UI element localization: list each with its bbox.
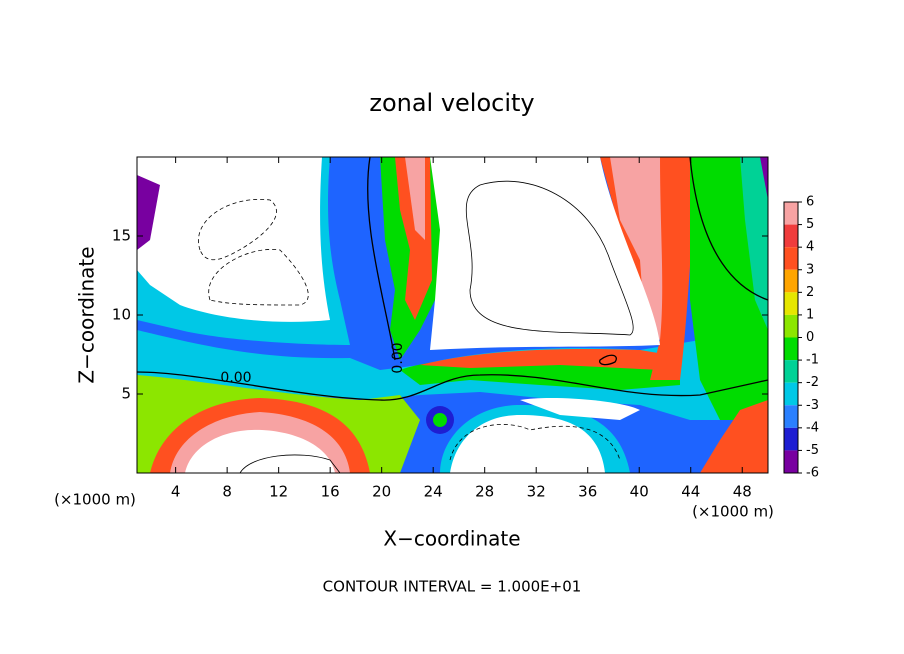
colorbar-tick-label: -1 <box>806 353 819 368</box>
colorbar-tick-label: -2 <box>806 375 819 390</box>
colorbar-band <box>784 247 798 270</box>
colorbar-band <box>784 382 798 406</box>
colorbar-band <box>784 202 798 225</box>
y-axis-label: Z−coordinate <box>75 246 99 383</box>
colorbar-tick-label: 3 <box>806 262 814 277</box>
x-tick-label: 48 <box>733 483 752 501</box>
axis-unit: (×1000 m) <box>54 491 136 509</box>
colorbar-band <box>784 224 798 248</box>
contour-label: 0.00 <box>220 370 251 386</box>
y-tick-label: 5 <box>121 385 131 403</box>
colorbar-band <box>784 314 798 338</box>
colorbar-tick-label: -6 <box>806 466 819 481</box>
y-tick-label: 15 <box>112 227 131 245</box>
colorbar-band <box>784 360 798 383</box>
colorbar-tick-label: 4 <box>806 240 814 255</box>
chart-title: zonal velocity <box>369 89 534 117</box>
colorbar-band <box>784 405 798 428</box>
velocity-field <box>137 157 768 473</box>
x-tick-label: 20 <box>372 483 391 501</box>
x-tick-label: 24 <box>424 483 443 501</box>
colorbar-band <box>784 292 798 315</box>
colorbar-tick-label: -4 <box>806 420 819 435</box>
contour-label: 0.00 <box>390 342 406 373</box>
colorbar-tick-label: 6 <box>806 195 814 210</box>
x-tick-label: 32 <box>527 483 546 501</box>
colorbar-tick-label: 1 <box>806 307 814 322</box>
colorbar-tick-label: -5 <box>806 443 819 458</box>
axis-unit: (×1000 m) <box>692 503 774 521</box>
x-tick-label: 40 <box>630 483 649 501</box>
x-tick-label: 36 <box>578 483 597 501</box>
colorbar-tick-label: 0 <box>806 330 814 345</box>
y-tick-label: 10 <box>112 306 131 324</box>
x-tick-label: 16 <box>321 483 340 501</box>
colorbar-band <box>784 269 798 293</box>
colorbar-band <box>784 450 798 473</box>
x-tick-label: 8 <box>222 483 232 501</box>
x-axis-label: X−coordinate <box>383 527 520 551</box>
x-tick-label: 4 <box>171 483 181 501</box>
x-tick-label: 44 <box>681 483 700 501</box>
colorbar-tick-label: -3 <box>806 398 819 413</box>
x-tick-label: 12 <box>269 483 288 501</box>
colorbar-band <box>784 427 798 451</box>
x-tick-label: 28 <box>475 483 494 501</box>
footer: CONTOUR INTERVAL = 1.000E+01 <box>323 578 582 596</box>
colorbar-band <box>784 337 798 361</box>
colorbar-tick-label: 2 <box>806 285 814 300</box>
colorbar-tick-label: 5 <box>806 217 814 232</box>
